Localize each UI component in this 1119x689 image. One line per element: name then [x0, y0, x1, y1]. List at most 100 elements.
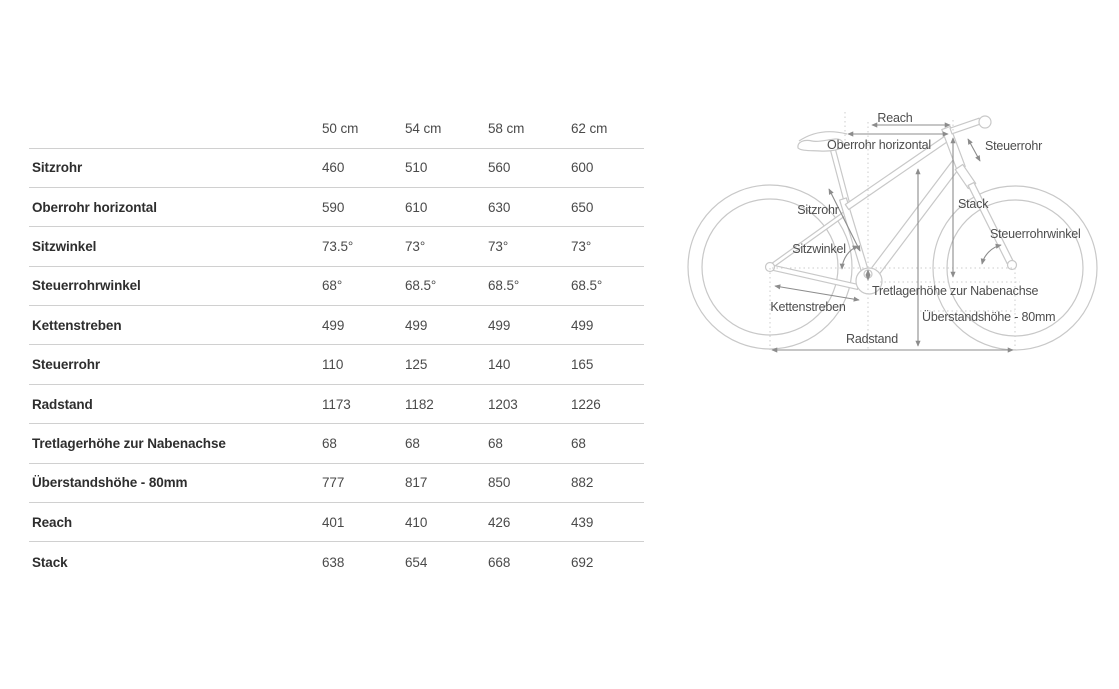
- cell-value: 68°: [322, 278, 343, 294]
- cell-value: 460: [322, 160, 345, 176]
- diagram-label-sitzwinkel: Sitzwinkel: [792, 242, 846, 256]
- cell-value: 777: [322, 475, 345, 491]
- cell-value: 73°: [488, 238, 509, 254]
- column-header: 62 cm: [571, 121, 608, 137]
- cell-value: 600: [571, 160, 594, 176]
- cell-value: 68: [405, 435, 420, 451]
- column-header: 50 cm: [322, 121, 359, 137]
- cell-value: 692: [571, 554, 594, 570]
- fork-crown: [954, 163, 977, 190]
- stem: [949, 117, 982, 135]
- cell-value: 125: [405, 357, 428, 373]
- table-row: Kettenstreben 499 499 499 499: [29, 306, 644, 346]
- cell-value: 410: [405, 514, 428, 530]
- sitzrohr-arrow: [828, 188, 861, 252]
- handlebar-grip: [978, 115, 992, 129]
- row-label: Radstand: [32, 396, 93, 412]
- sitzwinkel-arc: [839, 245, 859, 270]
- row-label: Tretlagerhöhe zur Nabenachse: [32, 435, 226, 451]
- cell-value: 1203: [488, 396, 518, 412]
- column-header: 58 cm: [488, 121, 525, 137]
- cell-value: 68.5°: [571, 278, 603, 294]
- row-label: Sitzwinkel: [32, 238, 97, 254]
- dimension-labels: Reach Oberrohr horizontal Steuerrohr Sta…: [770, 111, 1080, 346]
- table-row: Steuerrohr 110 125 140 165: [29, 345, 644, 385]
- guide-lines: [769, 112, 1020, 350]
- table-row: Sitzwinkel 73.5° 73° 73° 73°: [29, 227, 644, 267]
- cell-value: 140: [488, 357, 511, 373]
- cell-value: 850: [488, 475, 511, 491]
- cell-value: 590: [322, 199, 345, 215]
- cell-value: 439: [571, 514, 594, 530]
- cell-value: 68: [322, 435, 337, 451]
- seat-tube: [839, 197, 871, 280]
- table-row: Stack 638 654 668 692: [29, 542, 644, 581]
- cell-value: 499: [571, 317, 594, 333]
- cell-value: 68: [488, 435, 503, 451]
- row-label: Steuerrohr: [32, 357, 101, 373]
- cell-value: 882: [571, 475, 594, 491]
- seatpost: [829, 148, 851, 205]
- seat-stay: [771, 209, 849, 268]
- cell-value: 73°: [571, 238, 592, 254]
- cell-value: 401: [322, 514, 345, 530]
- cell-value: 110: [322, 357, 344, 373]
- saddle: [797, 138, 844, 152]
- cell-value: 73.5°: [322, 238, 354, 254]
- cell-value: 68.5°: [405, 278, 437, 294]
- cell-value: 817: [405, 475, 428, 491]
- row-label: Überstandshöhe - 80mm: [32, 475, 188, 491]
- geometry-table: 50 cm 54 cm 58 cm 62 cm Sitzrohr 460 510 560 600…: [29, 110, 644, 582]
- cell-value: 1173: [322, 396, 351, 412]
- row-label: Sitzrohr: [32, 160, 83, 176]
- bike-geometry-diagram: Reach Oberrohr horizontal Steuerrohr Sta…: [687, 111, 1098, 353]
- cell-value: 73°: [405, 238, 426, 254]
- diagram-label-oberrohr: Oberrohr horizontal: [827, 138, 931, 152]
- kettenstreben-arrow: [774, 284, 860, 302]
- chain-stay: [772, 264, 860, 291]
- row-label: Steuerrohrwinkel: [32, 278, 141, 294]
- saddle-leader-line: [798, 131, 848, 142]
- diagram-label-sitzrohr: Sitzrohr: [797, 203, 839, 217]
- cell-value: 638: [322, 554, 345, 570]
- cell-value: 165: [571, 357, 594, 373]
- cell-value: 510: [405, 160, 428, 176]
- row-label: Stack: [32, 554, 68, 570]
- table-header-row: 50 cm 54 cm 58 cm 62 cm: [29, 110, 644, 149]
- dimension-arrows: [771, 122, 1014, 353]
- diagram-label-steuerrohr: Steuerrohr: [985, 139, 1042, 153]
- column-header: 54 cm: [405, 121, 442, 137]
- diagram-label-radstand: Radstand: [846, 332, 898, 346]
- cell-value: 1226: [571, 396, 601, 412]
- table-row: Sitzrohr 460 510 560 600: [29, 149, 644, 188]
- rear-wheel: [701, 198, 839, 336]
- steuerrohr-arrow: [967, 138, 981, 162]
- diagram-label-kettenstreben: Kettenstreben: [770, 300, 845, 314]
- cell-value: 499: [488, 317, 511, 333]
- diagram-label-steuerrohrwinkel: Steuerrohrwinkel: [990, 227, 1081, 241]
- diagram-label-reach: Reach: [877, 111, 912, 125]
- cell-value: 668: [488, 554, 511, 570]
- cell-value: 630: [488, 199, 511, 215]
- cell-value: 426: [488, 514, 511, 530]
- table-row: Oberrohr horizontal 590 610 630 650: [29, 188, 644, 228]
- table-row: Steuerrohrwinkel 68° 68.5° 68.5° 68.5°: [29, 267, 644, 307]
- row-label: Reach: [32, 514, 73, 530]
- cell-value: 650: [571, 199, 594, 215]
- table-row: Überstandshöhe - 80mm 777 817 850 882: [29, 464, 644, 504]
- bottom-bracket-motor: [855, 267, 883, 295]
- cell-value: 560: [488, 160, 511, 176]
- steuerrohrwinkel-arc: [980, 243, 1002, 265]
- cell-value: 654: [405, 554, 428, 570]
- diagram-label-ueberstandshoehe: Überstandshöhe - 80mm: [922, 310, 1055, 324]
- cell-value: 68.5°: [488, 278, 520, 294]
- diagram-label-stack: Stack: [958, 197, 989, 211]
- table-row: Reach 401 410 426 439: [29, 503, 644, 543]
- rear-dropout: [764, 261, 776, 273]
- cell-value: 499: [405, 317, 428, 333]
- table-row: Radstand 1173 1182 1203 1226: [29, 385, 644, 425]
- diagram-label-tretlagerhoehe: Tretlagerhöhe zur Nabenachse: [872, 284, 1039, 298]
- cell-value: 1182: [405, 396, 434, 412]
- cell-value: 68: [571, 435, 586, 451]
